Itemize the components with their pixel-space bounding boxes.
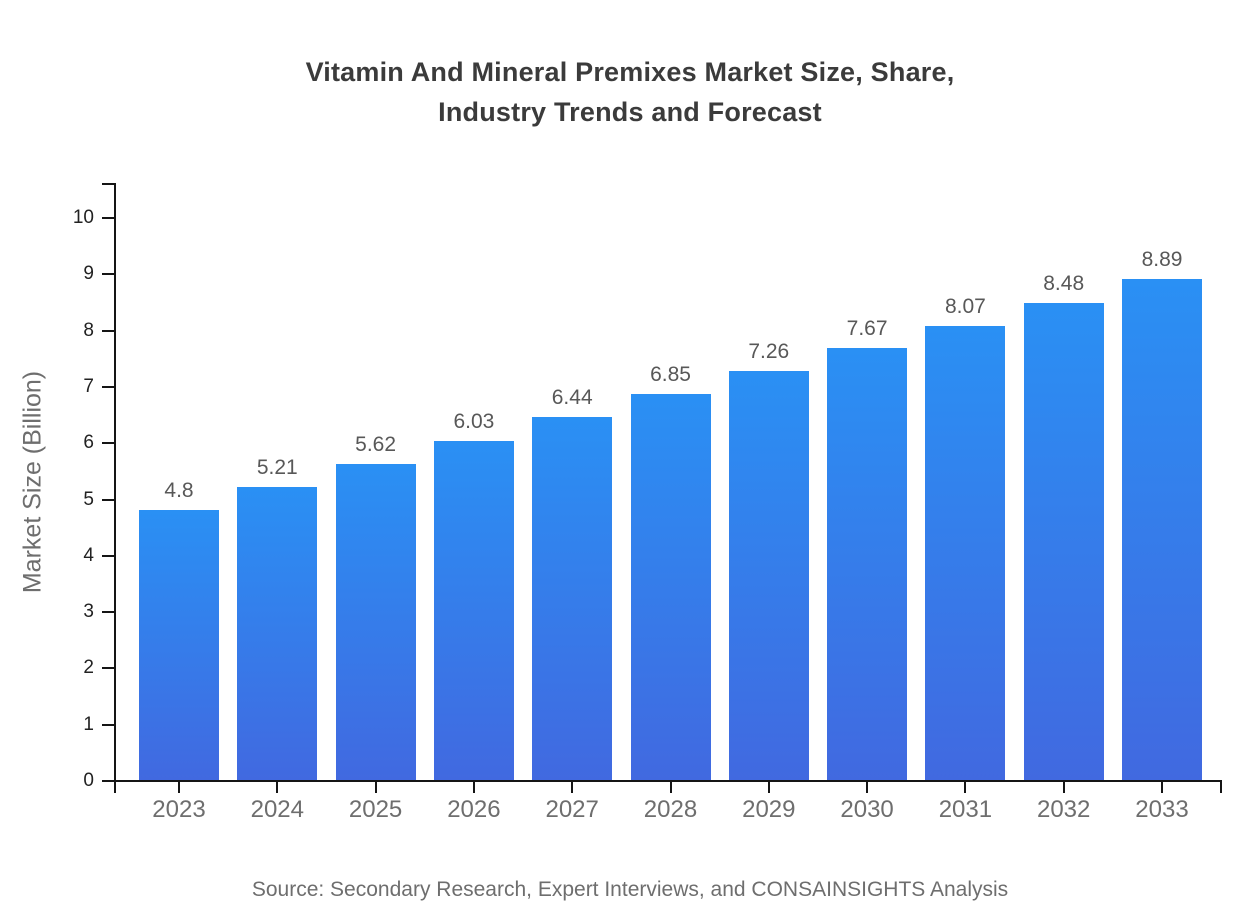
y-tick-label-9: 9 xyxy=(83,263,94,285)
y-tick-3 xyxy=(102,611,114,614)
x-tick-2033 xyxy=(1161,780,1163,793)
y-tick-label-3: 3 xyxy=(83,601,94,623)
x-tick-2027 xyxy=(571,780,574,793)
x-tick-label-2029: 2029 xyxy=(742,796,796,823)
bar-value-label-2029: 7.26 xyxy=(748,340,790,364)
bar-2030 xyxy=(827,348,908,780)
x-tick-label-2026: 2026 xyxy=(447,796,501,823)
x-tick-2031 xyxy=(964,780,967,793)
x-tick-2029 xyxy=(767,780,770,793)
bar-2023 xyxy=(139,509,219,780)
x-tick-label-2033: 2033 xyxy=(1135,796,1189,823)
bar-2024 xyxy=(237,486,318,780)
y-tick-6 xyxy=(102,442,114,445)
x-axis-endcap-tick xyxy=(1220,780,1222,793)
bar-value-label-2028: 6.85 xyxy=(650,363,691,387)
y-tick-5 xyxy=(102,498,114,501)
y-tick-label-7: 7 xyxy=(83,375,94,397)
bar-value-label-2027: 6.44 xyxy=(551,386,593,410)
bar-2033 xyxy=(1122,279,1202,780)
y-tick-7 xyxy=(102,385,114,388)
y-tick-9 xyxy=(102,273,114,276)
bar-value-label-2023: 4.8 xyxy=(164,478,194,502)
chart-title-line-1: Vitamin And Mineral Premixes Market Size… xyxy=(305,57,955,87)
y-tick-label-0: 0 xyxy=(83,770,94,791)
y-axis-spine xyxy=(114,183,116,793)
y-tick-label-2: 2 xyxy=(83,657,94,679)
y-tick-0 xyxy=(102,780,114,782)
y-tick-label-1: 1 xyxy=(83,713,94,735)
y-tick-10 xyxy=(102,217,114,219)
x-tick-2023 xyxy=(178,780,180,793)
x-tick-label-2030: 2030 xyxy=(840,796,894,823)
x-tick-label-2027: 2027 xyxy=(545,796,599,823)
bar-value-label-2026: 6.03 xyxy=(453,409,495,433)
x-tick-label-2032: 2032 xyxy=(1036,796,1091,823)
y-tick-label-4: 4 xyxy=(83,544,94,566)
source-note: Source: Secondary Research, Expert Inter… xyxy=(251,878,1009,901)
bar-2027 xyxy=(532,417,613,780)
bar-value-label-2032: 8.48 xyxy=(1043,271,1085,295)
bar-value-label-2033: 8.89 xyxy=(1141,248,1183,272)
y-tick-2 xyxy=(102,667,114,670)
x-axis-spine xyxy=(102,780,1222,782)
y-tick-4 xyxy=(102,554,114,557)
y-tick-8 xyxy=(102,329,114,332)
x-tick-label-2025: 2025 xyxy=(348,796,403,823)
x-tick-label-2024: 2024 xyxy=(250,796,304,823)
x-tick-2028 xyxy=(669,780,672,793)
y-tick-label-5: 5 xyxy=(83,488,94,510)
x-tick-2030 xyxy=(866,780,869,793)
chart-title: Vitamin And Mineral Premixes Market Size… xyxy=(0,52,1260,132)
y-tick-1 xyxy=(102,723,114,726)
bar-2032 xyxy=(1023,302,1104,780)
bar-value-label-2030: 7.67 xyxy=(846,317,888,341)
x-tick-2024 xyxy=(276,780,279,793)
y-tick-label-8: 8 xyxy=(83,319,94,341)
x-tick-2026 xyxy=(472,780,475,793)
bar-2025 xyxy=(335,463,416,780)
y-axis-endcap-tick xyxy=(102,183,114,185)
bar-2029 xyxy=(728,371,809,780)
bar-value-label-2024: 5.21 xyxy=(256,455,298,479)
x-tick-label-2023: 2023 xyxy=(152,796,206,823)
bar-value-label-2031: 8.07 xyxy=(944,294,986,318)
y-tick-label-6: 6 xyxy=(83,432,94,454)
bar-2028 xyxy=(630,394,711,780)
chart-title-line-2: Industry Trends and Forecast xyxy=(438,97,822,127)
bar-value-label-2025: 5.62 xyxy=(355,432,397,456)
x-tick-2032 xyxy=(1062,780,1065,793)
x-tick-label-2031: 2031 xyxy=(938,796,993,823)
x-tick-2025 xyxy=(374,780,377,793)
y-tick-label-10: 10 xyxy=(72,207,94,228)
x-tick-label-2028: 2028 xyxy=(643,796,698,823)
bar-2031 xyxy=(925,325,1006,780)
bar-2026 xyxy=(433,440,514,780)
